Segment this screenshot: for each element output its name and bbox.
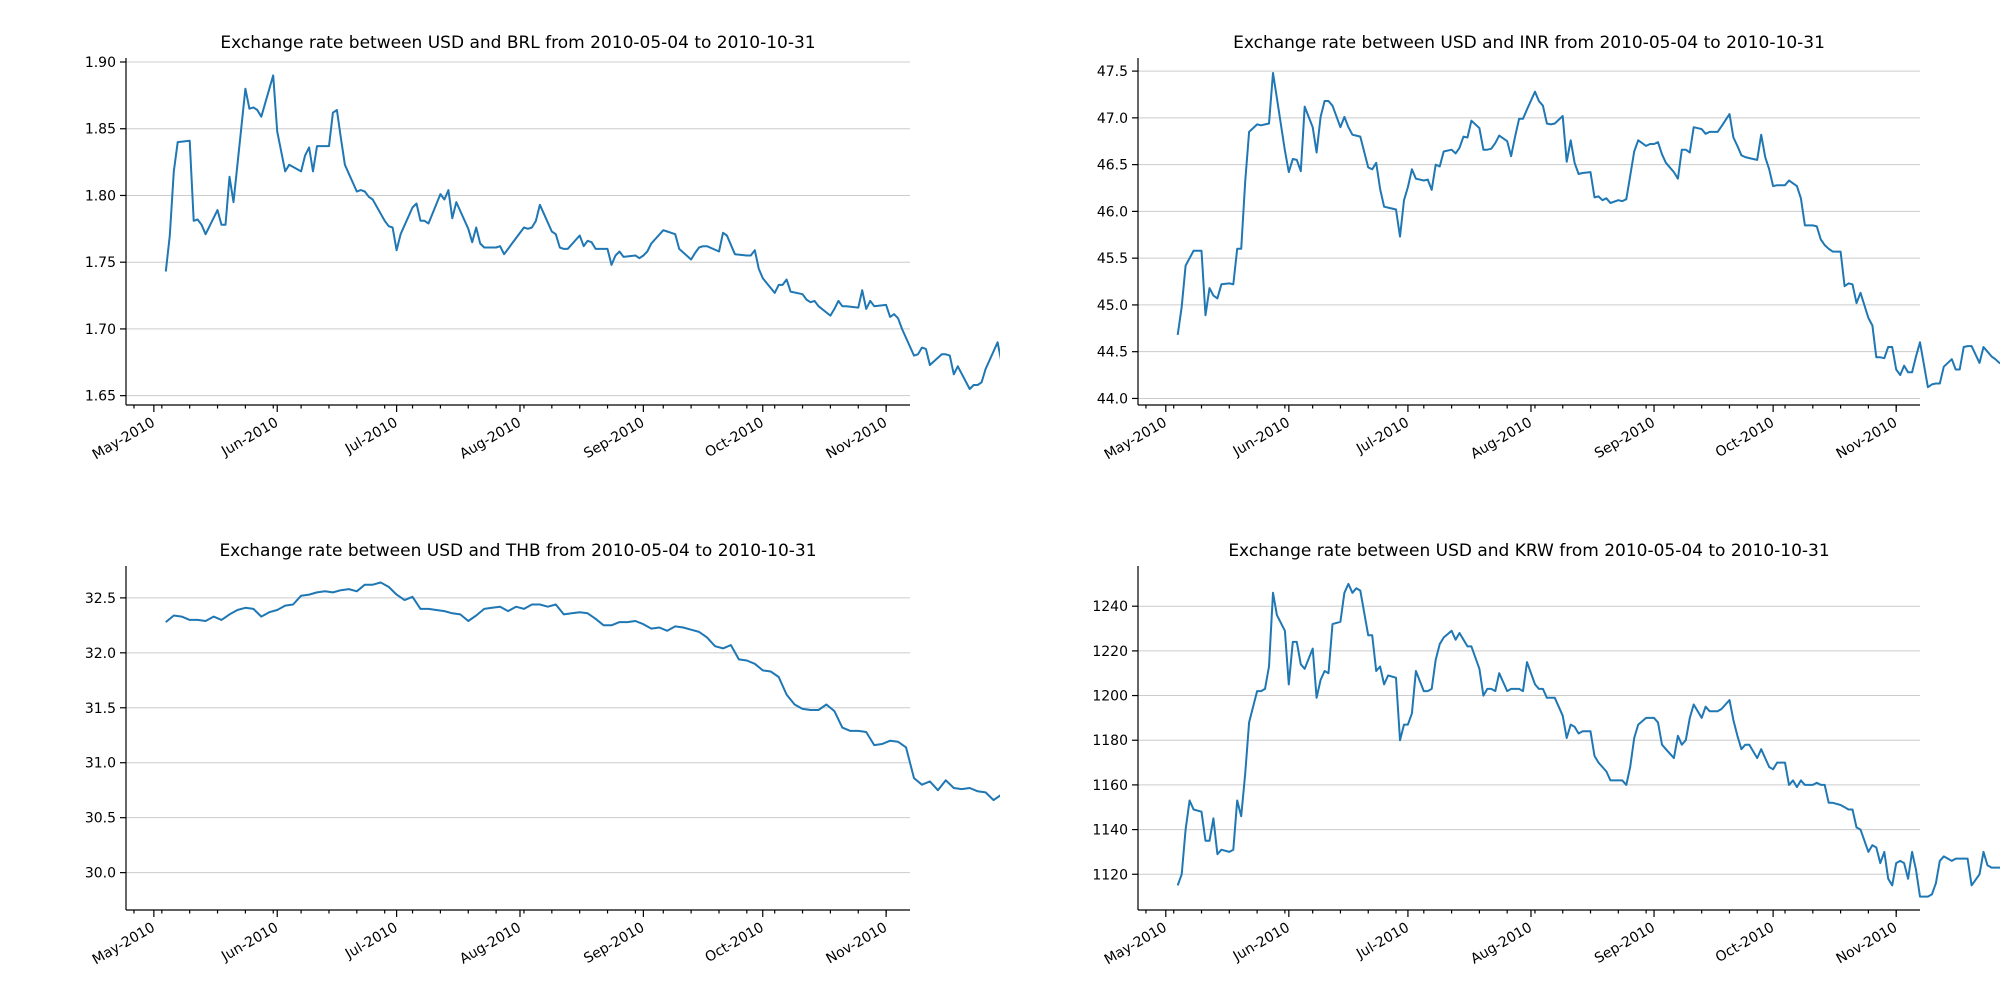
y-tick-label: 46.5 [1097, 158, 1128, 174]
y-tick-label: 47.5 [1097, 64, 1128, 80]
x-tick-label: May-2010 [1102, 415, 1170, 464]
chart-svg: 1.65 1.70 1.75 1.80 1.85 1.90 May-2010 Jun-2010… [85, 33, 1062, 464]
x-tick-label: Jun-2010 [218, 920, 281, 966]
y-tick-label: 47.0 [1097, 111, 1128, 127]
y-tick-label: 44.5 [1097, 345, 1128, 361]
y-tick-label: 46.0 [1097, 204, 1128, 220]
y-tick-label: 1120 [1092, 867, 1128, 883]
y-tick-label: 1240 [1092, 599, 1128, 615]
y-tick-label: 1.90 [85, 55, 116, 71]
y-tick-label: 1.70 [85, 322, 116, 338]
chart-svg: 44.0 44.5 45.0 45.5 46.0 46.5 47.0 47.5 May-2010… [1097, 33, 2000, 464]
chart-panel-3: 30.0 30.5 31.0 31.5 32.0 32.5 May-2010 Jun-2010… [0, 500, 1217, 1000]
y-tick-label: 32.5 [85, 591, 116, 607]
y-tick-label: 1.85 [85, 122, 116, 138]
chart-title: Exchange rate between USD and BRL from 2… [220, 33, 815, 53]
x-tick-label: May-2010 [1102, 920, 1170, 969]
x-tick-label: Aug-2010 [457, 920, 524, 968]
y-tick-label: 30.5 [85, 811, 116, 827]
x-tick-label: Jul-2010 [1353, 920, 1412, 963]
x-tick-label: Nov-2010 [1834, 415, 1901, 463]
y-tick-label: 44.0 [1097, 391, 1128, 407]
x-tick-label: Aug-2010 [1468, 415, 1535, 463]
chart-panel-2: 44.0 44.5 45.0 45.5 46.0 46.5 47.0 47.5 May-2010… [1000, 0, 2000, 500]
series-line [164, 74, 1062, 390]
y-tick-label: 1.65 [85, 389, 116, 405]
x-tick-label: Aug-2010 [457, 415, 524, 463]
series-line [1176, 72, 2000, 389]
x-tick-label: Jun-2010 [1230, 920, 1293, 966]
y-tick-label: 32.0 [85, 646, 116, 662]
y-tick-label: 1220 [1092, 644, 1128, 660]
x-tick-label: Oct-2010 [1713, 415, 1777, 461]
y-tick-label: 31.0 [85, 756, 116, 772]
x-tick-label: Oct-2010 [703, 415, 767, 461]
y-tick-label: 1140 [1092, 823, 1128, 839]
chart-panel-4: 1120 1140 1160 1180 1200 1220 1240 May-2010 Jun-… [1000, 500, 2000, 1000]
chart-title: Exchange rate between USD and INR from 2… [1233, 33, 1825, 53]
x-tick-label: May-2010 [90, 920, 158, 969]
series-line [1176, 582, 2000, 898]
x-tick-label: Sep-2010 [581, 415, 647, 462]
x-tick-label: Sep-2010 [1592, 415, 1658, 462]
chart-svg: 1120 1140 1160 1180 1200 1220 1240 May-2010 Jun-… [1092, 541, 2000, 969]
chart-panel-1: 1.65 1.70 1.75 1.80 1.85 1.90 May-2010 Jun-2010… [0, 0, 1062, 500]
y-tick-label: 1180 [1092, 733, 1128, 749]
series-line [165, 581, 1217, 894]
x-tick-label: May-2010 [90, 415, 158, 464]
x-tick-label: Nov-2010 [824, 415, 891, 463]
x-tick-label: Sep-2010 [1592, 920, 1658, 967]
y-tick-label: 45.5 [1097, 251, 1128, 267]
x-tick-label: Jul-2010 [1353, 415, 1412, 458]
y-tick-label: 1160 [1092, 778, 1128, 794]
y-tick-label: 45.0 [1097, 298, 1128, 314]
x-tick-label: Oct-2010 [1713, 920, 1777, 966]
y-tick-label: 30.0 [85, 866, 116, 882]
y-tick-label: 1.75 [85, 255, 116, 271]
x-tick-label: Jul-2010 [342, 415, 401, 458]
chart-svg: 30.0 30.5 31.0 31.5 32.0 32.5 May-2010 Jun-2010… [85, 541, 1217, 969]
y-tick-label: 1200 [1092, 689, 1128, 705]
x-tick-label: Jul-2010 [342, 920, 401, 963]
chart-title: Exchange rate between USD and KRW from 2… [1228, 541, 1829, 561]
x-tick-label: Aug-2010 [1468, 920, 1535, 968]
chart-title: Exchange rate between USD and THB from 2… [219, 541, 816, 561]
x-tick-label: Nov-2010 [824, 920, 891, 968]
x-tick-label: Oct-2010 [703, 920, 767, 966]
y-tick-label: 1.80 [85, 188, 116, 204]
x-tick-label: Jun-2010 [218, 415, 281, 461]
y-tick-label: 31.5 [85, 701, 116, 717]
x-tick-label: Nov-2010 [1834, 920, 1901, 968]
x-tick-label: Sep-2010 [581, 920, 647, 967]
x-tick-label: Jun-2010 [1230, 415, 1293, 461]
